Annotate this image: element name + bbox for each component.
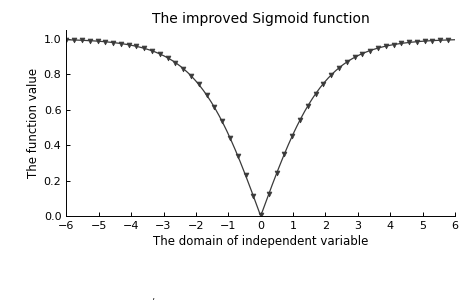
Legend: $2/1+e^{-d}-1$: $2/1+e^{-d}-1$: [61, 292, 181, 300]
X-axis label: The domain of independent variable: The domain of independent variable: [153, 235, 368, 248]
Title: The improved Sigmoid function: The improved Sigmoid function: [152, 12, 370, 26]
Y-axis label: The function value: The function value: [27, 68, 40, 178]
